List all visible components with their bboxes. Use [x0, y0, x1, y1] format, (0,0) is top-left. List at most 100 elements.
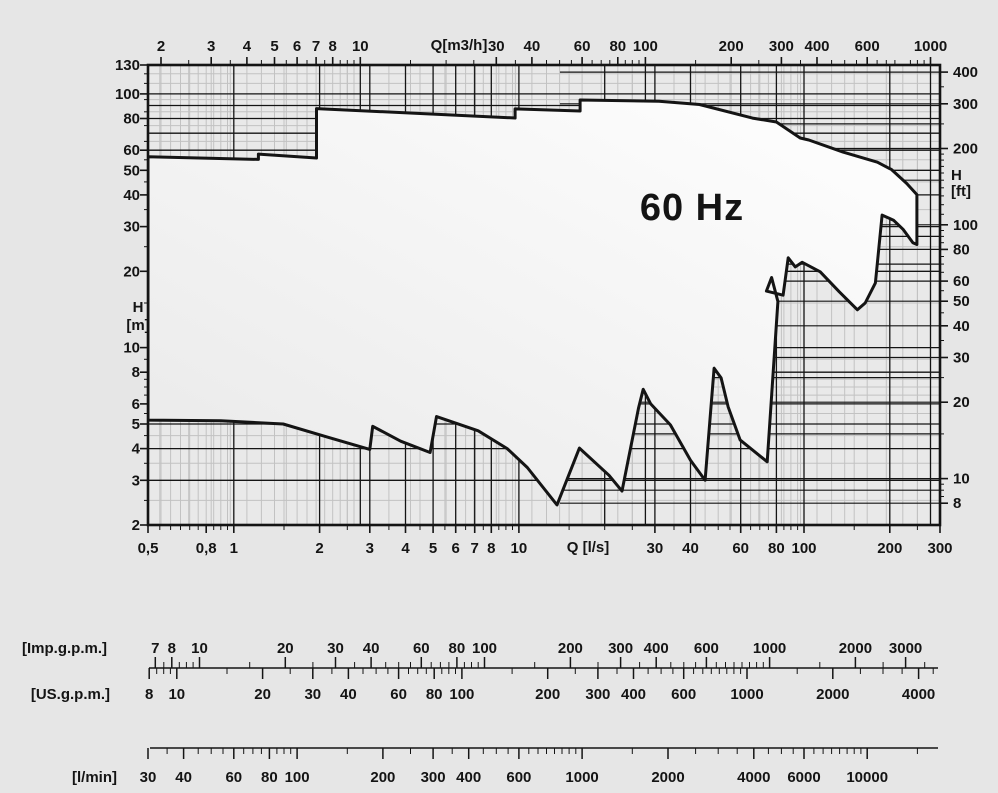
- bottom-axis-tick-label: 0,8: [196, 540, 217, 557]
- imp-gpm-label: 40: [363, 640, 380, 657]
- bottom-axis-tick-label: 60: [732, 540, 749, 557]
- l-min-label: 4000: [737, 769, 770, 786]
- gpm-ruler: 7 8 10 20 30 40 60 80 100 200 300 400 600 1000 2000 300…: [145, 640, 938, 703]
- imp-gpm-label: 300: [608, 640, 633, 657]
- left-axis-tick-label: 100: [115, 86, 140, 103]
- bottom-axis-tick-label: 10: [511, 540, 528, 557]
- bottom-axis-tick-label: 8: [487, 540, 495, 557]
- l-min-label: 400: [456, 769, 481, 786]
- left-axis-tick-label: 30: [123, 219, 140, 236]
- l-min-label: 10000: [846, 769, 888, 786]
- us-gpm-label: 100: [449, 686, 474, 703]
- top-axis-tick-label: 7: [312, 38, 320, 55]
- top-axis-tick-label: 5: [270, 38, 278, 55]
- us-gpm-label: 20: [254, 686, 271, 703]
- top-axis-tick-label: 2: [157, 38, 165, 55]
- top-axis-tick-label: 10: [352, 38, 369, 55]
- bottom-axis-tick-label: 80: [768, 540, 785, 557]
- right-axis-tick-label: 10: [953, 471, 970, 488]
- l-min-label: 300: [421, 769, 446, 786]
- l-min-label: 60: [225, 769, 242, 786]
- right-axis-tick-label: 50: [953, 293, 970, 310]
- left-axis-tick-label: 10: [123, 340, 140, 357]
- lmin-ruler: 30 40 60 80 100 200 300 400 600 1000 2000 4000 6000 1…: [140, 747, 938, 786]
- left-axis-tick-label: 2: [132, 517, 140, 534]
- us-gpm-label: 300: [585, 686, 610, 703]
- left-axis-tick-label: 5: [132, 416, 140, 433]
- imp-gpm-label: 30: [327, 640, 344, 657]
- us-gpm-label: 2000: [816, 686, 849, 703]
- us-gpm-label: 1000: [730, 686, 763, 703]
- imp-gpm-label: 7: [151, 640, 159, 657]
- bottom-axis-tick-label: 300: [927, 540, 952, 557]
- left-axis-tick-label: 3: [132, 472, 140, 489]
- imp-gpm-label: 100: [472, 640, 497, 657]
- bottom-axis-unit-label: Q [l/s]: [566, 539, 610, 556]
- us-gpm-label: 40: [340, 686, 357, 703]
- top-axis-tick-label: 8: [329, 38, 337, 55]
- right-axis-tick-label: 100: [953, 217, 978, 234]
- right-axis-tick-label: 8: [953, 495, 961, 512]
- l-min-label: 40: [175, 769, 192, 786]
- l-min-label: 200: [370, 769, 395, 786]
- top-axis-tick-label: 200: [719, 38, 744, 55]
- bottom-axis-tick-label: 200: [877, 540, 902, 557]
- top-axis-tick-label: 1000: [914, 38, 947, 55]
- us-gpm-label: 8: [145, 686, 153, 703]
- top-axis-tick-label: 3: [207, 38, 215, 55]
- bottom-axis-tick-label: 30: [647, 540, 664, 557]
- left-axis-tick-label: 80: [123, 111, 140, 128]
- top-axis-tick-label: 30: [488, 38, 505, 55]
- right-axis-tick-label: 200: [953, 141, 978, 158]
- right-axis-unit-symbol: H: [951, 167, 962, 184]
- left-axis-unit-label: H [m]: [119, 299, 157, 335]
- top-axis-tick-label: 60: [574, 38, 591, 55]
- bottom-axis-tick-label: 40: [682, 540, 699, 557]
- top-axis-unit-label: Q[m3/h]: [430, 37, 488, 54]
- right-axis-unit-label: H [ft]: [951, 168, 997, 200]
- l-min-scale-label: [l/min]: [72, 769, 117, 786]
- imp-gpm-label: 10: [191, 640, 208, 657]
- us-gpm-label: 30: [304, 686, 321, 703]
- l-min-label: 80: [261, 769, 278, 786]
- bottom-axis-tick-label: 1: [230, 540, 238, 557]
- imp-gpm-label: 600: [694, 640, 719, 657]
- bottom-axis-tick-label: 7: [471, 540, 479, 557]
- left-axis-tick-label: 130: [115, 57, 140, 74]
- left-axis-tick-label: 40: [123, 187, 140, 204]
- left-axis-tick-label: 60: [123, 142, 140, 159]
- l-min-label: 1000: [565, 769, 598, 786]
- top-axis-tick-label: 100: [633, 38, 658, 55]
- left-axis-tick-label: 50: [123, 162, 140, 179]
- operating-envelope-60hz: [148, 98, 919, 507]
- right-axis-tick-label: 400: [953, 64, 978, 81]
- imp-gpm-scale-label: [Imp.g.p.m.]: [22, 640, 107, 657]
- l-min-label: 2000: [651, 769, 684, 786]
- l-min-label: 600: [506, 769, 531, 786]
- imp-gpm-label: 200: [558, 640, 583, 657]
- left-axis-tick-label: 4: [132, 441, 141, 458]
- l-min-label: 100: [285, 769, 310, 786]
- imp-gpm-label: 1000: [753, 640, 786, 657]
- us-gpm-label: 80: [426, 686, 443, 703]
- right-axis-tick-label: 30: [953, 350, 970, 367]
- top-axis-tick-label: 400: [804, 38, 829, 55]
- right-axis-unit-bracket: [ft]: [951, 183, 971, 200]
- left-axis-tick-label: 6: [132, 396, 140, 413]
- imp-gpm-label: 2000: [839, 640, 872, 657]
- right-axis-tick-label: 80: [953, 241, 970, 258]
- right-axis-tick-label: 40: [953, 318, 970, 335]
- imp-gpm-label: 60: [413, 640, 430, 657]
- imp-gpm-label: 3000: [889, 640, 922, 657]
- l-min-label: 6000: [787, 769, 820, 786]
- us-gpm-label: 200: [535, 686, 560, 703]
- axis-ticks: 2 3 4 5 6 7 8 10 30 40 60 80 100 200 300 400 600 10000,5 0…: [115, 38, 978, 557]
- top-axis-tick-label: 40: [524, 38, 541, 55]
- left-axis-unit-symbol: H: [132, 299, 144, 316]
- frequency-title: 60 Hz: [639, 187, 745, 229]
- l-min-label: 30: [140, 769, 157, 786]
- us-gpm-scale-label: [US.g.p.m.]: [30, 686, 110, 703]
- top-axis-tick-label: 4: [243, 38, 252, 55]
